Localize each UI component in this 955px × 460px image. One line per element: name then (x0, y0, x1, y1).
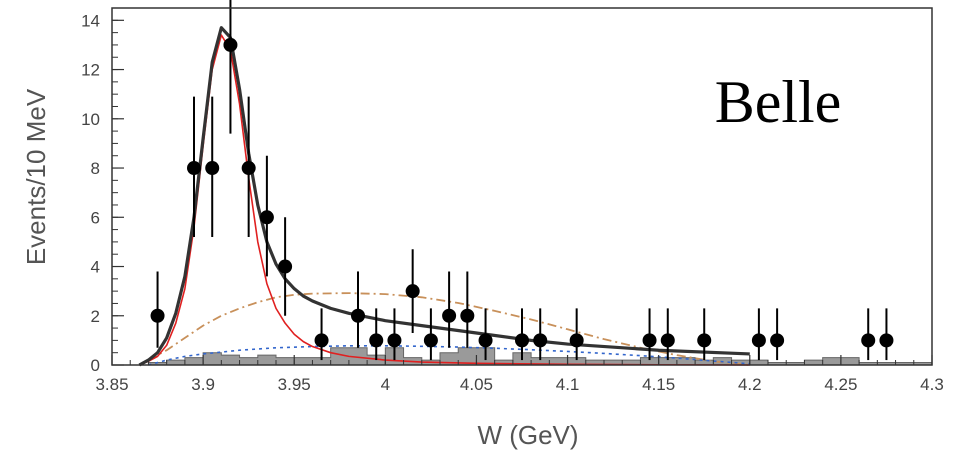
data-point (879, 308, 894, 361)
data-point (223, 0, 238, 134)
data-marker (314, 333, 329, 348)
data-point (314, 308, 329, 361)
y-tick-label: 2 (91, 307, 100, 326)
data-marker (697, 333, 712, 348)
data-point (751, 308, 766, 361)
data-marker (150, 308, 165, 323)
y-tick-label: 14 (81, 11, 100, 30)
x-tick-label: 4.3 (920, 375, 944, 394)
data-marker (751, 333, 766, 348)
data-marker (879, 333, 894, 348)
data-marker (642, 333, 657, 348)
data-point (460, 271, 475, 348)
data-point (569, 308, 584, 361)
x-axis-ticks: 3.85 3.9 3.95 4 4.05 4.1 4.15 4.2 4.25 4.3 (95, 355, 944, 394)
x-tick-label: 4.2 (738, 375, 762, 394)
data-point (150, 271, 165, 348)
data-marker (387, 333, 402, 348)
data-point (642, 308, 657, 361)
y-tick-label: 6 (91, 208, 100, 227)
data-marker (259, 210, 274, 225)
data-marker (369, 333, 384, 348)
data-point (478, 308, 493, 361)
experiment-label: Belle (715, 69, 842, 135)
data-marker (861, 333, 876, 348)
data-point (259, 155, 274, 277)
data-point (405, 249, 420, 333)
data-marker (205, 161, 220, 176)
y-tick-label: 0 (91, 356, 100, 375)
x-tick-label: 4.05 (460, 375, 493, 394)
data-point (187, 96, 201, 237)
data-marker (569, 333, 584, 348)
data-marker (442, 308, 457, 323)
data-marker (278, 259, 293, 274)
data-points (150, 0, 894, 361)
x-tick-label: 4.1 (556, 375, 580, 394)
x-tick-label: 3.95 (278, 375, 311, 394)
y-tick-label: 10 (81, 110, 100, 129)
x-tick-label: 3.9 (191, 375, 215, 394)
data-point (351, 271, 365, 348)
data-point (442, 271, 457, 348)
x-tick-label: 4.25 (824, 375, 857, 394)
y-tick-label: 12 (81, 61, 100, 80)
y-tick-label: 8 (91, 159, 100, 178)
data-marker (241, 161, 256, 176)
plot-frame (111, 7, 933, 366)
data-point (387, 308, 402, 361)
data-marker (770, 333, 785, 348)
data-marker (423, 333, 438, 348)
data-point (241, 96, 256, 237)
y-tick-label: 4 (91, 258, 100, 277)
data-point (861, 308, 876, 361)
data-marker (223, 37, 238, 52)
data-marker (351, 308, 365, 323)
x-axis-title: W (GeV) (477, 420, 578, 450)
x-tick-label: 3.85 (95, 375, 128, 394)
data-point (515, 308, 529, 361)
x-tick-label: 4 (381, 375, 390, 394)
data-point (770, 308, 785, 361)
data-point (533, 308, 548, 361)
data-marker (478, 333, 493, 348)
data-marker (660, 333, 675, 348)
data-marker (187, 161, 201, 176)
data-point (369, 308, 384, 361)
y-axis-title: Events/10 MeV (21, 88, 51, 265)
data-marker (533, 333, 548, 348)
fit-curve-background (148, 344, 750, 366)
data-point (697, 308, 712, 361)
x-tick-label: 4.15 (642, 375, 675, 394)
data-marker (405, 284, 420, 299)
data-point (423, 308, 438, 361)
data-point (205, 96, 220, 237)
data-point (660, 308, 675, 361)
data-marker (460, 308, 475, 323)
data-marker (515, 333, 529, 348)
y-axis-ticks: 0 2 4 6 8 10 12 14 (81, 7, 124, 375)
fit-curve-broad (148, 292, 750, 366)
data-point (278, 217, 293, 316)
